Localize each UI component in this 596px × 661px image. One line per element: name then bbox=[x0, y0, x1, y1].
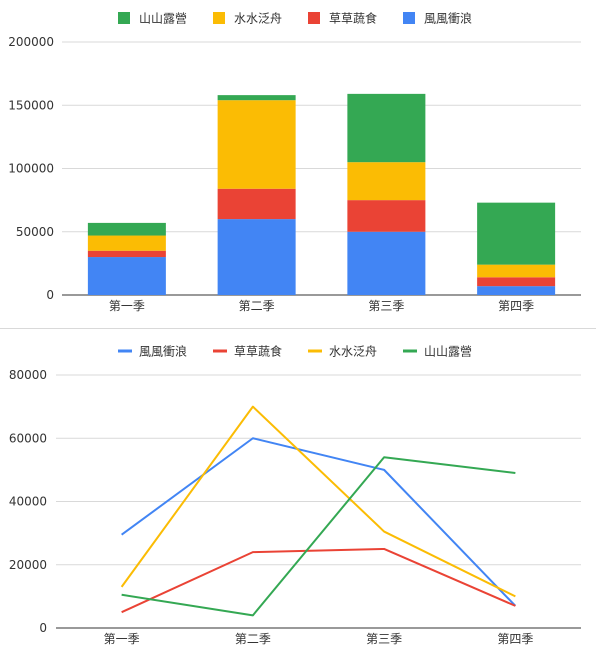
lines bbox=[120, 405, 517, 617]
y-tick-label: 0 bbox=[39, 621, 47, 635]
stacked-bar-chart-panel: 山山露營 水水泛舟 草草蔬食 風風衝浪 0 50000 100000 150000 200000… bbox=[0, 0, 596, 328]
legend-label: 草草蔬食 bbox=[329, 11, 377, 26]
x-tick-label: 第二季 bbox=[235, 632, 271, 646]
chart-legend: 山山露營 水水泛舟 草草蔬食 風風衝浪 bbox=[118, 11, 472, 26]
series-line bbox=[121, 437, 517, 607]
series-line bbox=[121, 547, 516, 614]
x-tick-label: 第三季 bbox=[366, 632, 402, 646]
legend-label: 山山露營 bbox=[424, 345, 472, 359]
y-tick-label: 40000 bbox=[9, 495, 47, 509]
bar-segment bbox=[347, 162, 426, 201]
legend-label: 草草蔬食 bbox=[234, 344, 282, 359]
bar-segment bbox=[87, 235, 166, 251]
y-tick-label: 50000 bbox=[16, 225, 54, 239]
legend-label: 水水泛舟 bbox=[329, 345, 377, 359]
series-line bbox=[120, 405, 516, 598]
legend-item: 草草蔬食 bbox=[308, 11, 377, 26]
bar-segment bbox=[477, 286, 556, 295]
legend-swatch bbox=[213, 12, 225, 24]
x-axis: 第一季 第二季 第三季 第四季 bbox=[104, 632, 534, 646]
legend-label: 山山露營 bbox=[139, 12, 187, 26]
x-tick-label: 第四季 bbox=[498, 299, 534, 313]
bar-segment bbox=[347, 231, 426, 295]
y-tick-label: 80000 bbox=[9, 368, 47, 382]
bars bbox=[87, 93, 556, 295]
y-tick-label: 60000 bbox=[9, 431, 47, 445]
bar-segment bbox=[347, 93, 426, 163]
bar-segment bbox=[347, 200, 426, 232]
legend-label: 水水泛舟 bbox=[234, 12, 282, 26]
series-line bbox=[121, 456, 516, 617]
legend-item: 草草蔬食 bbox=[213, 344, 282, 359]
y-axis: 0 20000 40000 60000 80000 bbox=[9, 368, 581, 635]
legend-item: 風風衝浪 bbox=[403, 11, 472, 26]
chart-legend: 風風衝浪 草草蔬食 水水泛舟 山山露營 bbox=[118, 344, 472, 359]
y-tick-label: 200000 bbox=[8, 35, 54, 49]
legend-swatch bbox=[403, 12, 415, 24]
bar-segment bbox=[87, 257, 166, 295]
bar-segment bbox=[217, 188, 296, 220]
legend-item: 水水泛舟 bbox=[308, 345, 377, 359]
bar-segment bbox=[477, 277, 556, 287]
line-chart-panel: 風風衝浪 草草蔬食 水水泛舟 山山露營 0 20000 40000 60000 80000 第一季… bbox=[0, 329, 596, 661]
bar-segment bbox=[87, 222, 166, 236]
legend-label: 風風衝浪 bbox=[424, 11, 472, 26]
bar-segment bbox=[477, 264, 556, 278]
y-tick-label: 100000 bbox=[8, 162, 54, 176]
legend-swatch bbox=[308, 12, 320, 24]
x-tick-label: 第一季 bbox=[104, 632, 140, 646]
x-tick-label: 第三季 bbox=[368, 299, 404, 313]
legend-swatch bbox=[118, 12, 130, 24]
legend-item: 水水泛舟 bbox=[213, 12, 282, 26]
x-tick-label: 第二季 bbox=[239, 299, 275, 313]
chart-divider bbox=[0, 328, 596, 329]
bar-segment bbox=[87, 250, 166, 258]
legend-item: 山山露營 bbox=[403, 345, 472, 359]
y-tick-label: 150000 bbox=[8, 98, 54, 112]
x-tick-label: 第四季 bbox=[497, 632, 533, 646]
y-tick-label: 0 bbox=[46, 288, 54, 302]
bar-segment bbox=[217, 95, 296, 101]
x-axis: 第一季 第二季 第三季 第四季 bbox=[109, 299, 534, 313]
legend-item: 山山露營 bbox=[118, 12, 187, 26]
line-chart: 風風衝浪 草草蔬食 水水泛舟 山山露營 0 20000 40000 60000 80000 第一季… bbox=[9, 344, 581, 646]
bar-segment bbox=[477, 202, 556, 265]
stacked-bar-chart: 山山露營 水水泛舟 草草蔬食 風風衝浪 0 50000 100000 150000 200000… bbox=[8, 11, 581, 313]
y-tick-label: 20000 bbox=[9, 558, 47, 572]
bar-segment bbox=[217, 100, 296, 189]
x-tick-label: 第一季 bbox=[109, 299, 145, 313]
legend-item: 風風衝浪 bbox=[118, 344, 187, 359]
legend-label: 風風衝浪 bbox=[139, 344, 187, 359]
bar-segment bbox=[217, 219, 296, 295]
